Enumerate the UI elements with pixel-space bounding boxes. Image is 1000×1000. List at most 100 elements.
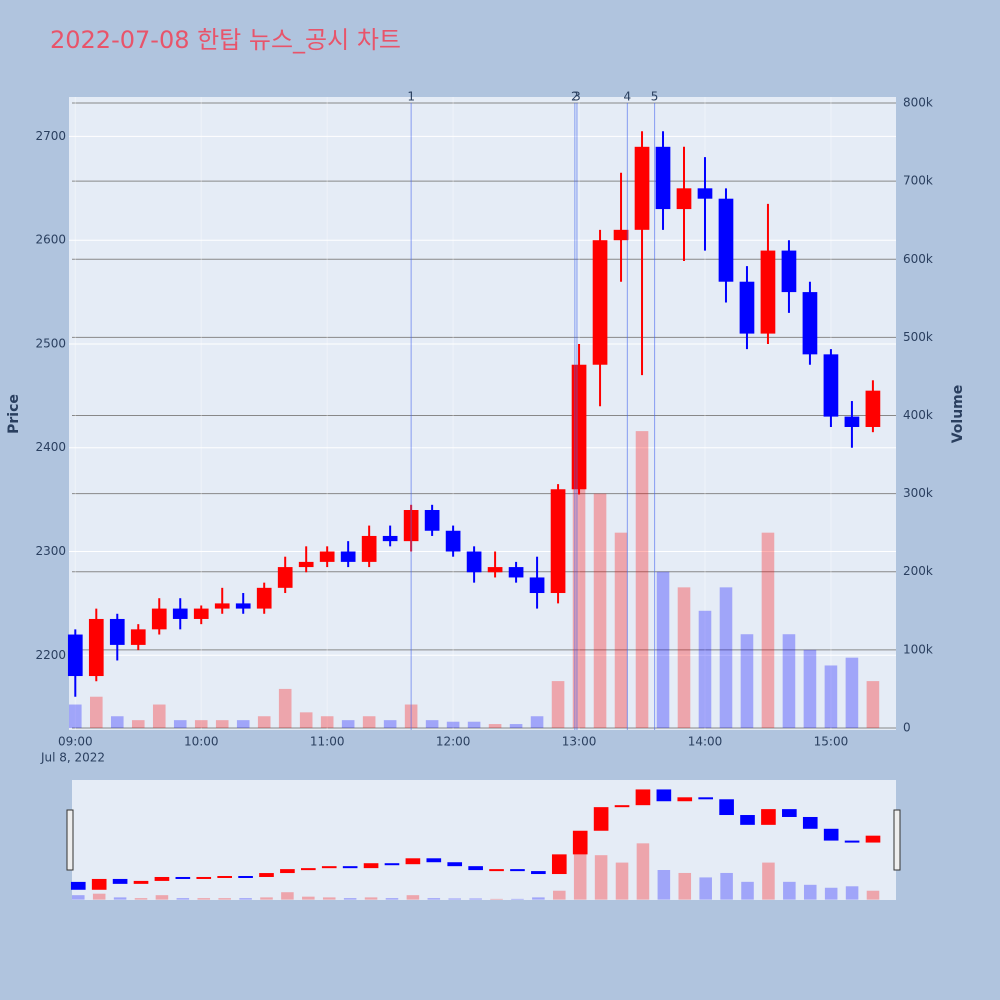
slider-candle bbox=[447, 862, 463, 867]
slider-handle[interactable] bbox=[893, 809, 901, 871]
candle-body bbox=[277, 567, 293, 588]
x-tick-label: 09:00 bbox=[58, 735, 93, 749]
slider-candle bbox=[70, 881, 86, 890]
slider-volume-bar bbox=[281, 892, 294, 900]
plot-area bbox=[69, 97, 896, 730]
volume-bar bbox=[278, 688, 292, 728]
volume-bar bbox=[467, 721, 481, 728]
candle-body bbox=[844, 416, 860, 427]
slider-volume-bar bbox=[532, 897, 545, 900]
slider-candle bbox=[656, 789, 672, 802]
slider-candle bbox=[761, 809, 776, 825]
candle-body bbox=[634, 146, 650, 230]
y2-tick-label: 700k bbox=[903, 174, 933, 188]
slider-volume-bar bbox=[155, 895, 169, 900]
candle-body bbox=[802, 292, 818, 355]
candle-body bbox=[109, 618, 125, 645]
slider-candle bbox=[823, 828, 839, 841]
slider-volume-bar bbox=[762, 862, 775, 900]
range-slider[interactable] bbox=[72, 780, 896, 900]
volume-bar bbox=[173, 720, 187, 728]
volume-bar bbox=[509, 724, 523, 728]
volume-bar bbox=[152, 704, 166, 728]
slider-candle bbox=[698, 797, 714, 800]
candle-body bbox=[571, 364, 587, 490]
candle-body bbox=[487, 567, 503, 573]
slider-candle bbox=[175, 876, 191, 879]
volume-bar bbox=[341, 720, 355, 728]
candle-body bbox=[865, 390, 881, 427]
y-tick-label: 2200 bbox=[35, 648, 66, 662]
slider-volume-bar bbox=[699, 877, 712, 900]
slider-candle bbox=[782, 809, 797, 817]
volume-bar bbox=[194, 720, 208, 728]
slider-volume-bar bbox=[406, 895, 420, 900]
volume-bar bbox=[614, 532, 628, 728]
volume-bar bbox=[257, 716, 271, 728]
candle-body bbox=[781, 250, 797, 293]
candle-body bbox=[193, 608, 209, 619]
volume-bar bbox=[215, 720, 229, 728]
slider-volume-bar bbox=[636, 843, 650, 900]
volume-bar bbox=[803, 649, 817, 728]
volume-bar bbox=[677, 587, 691, 728]
y-tick-label: 2400 bbox=[35, 440, 66, 454]
volume-bar bbox=[740, 634, 754, 728]
slider-candle bbox=[802, 816, 818, 829]
volume-bar bbox=[551, 681, 565, 728]
volume-bar bbox=[236, 720, 250, 728]
candle-body bbox=[697, 188, 713, 199]
candle-body bbox=[613, 229, 629, 241]
slider-candle bbox=[405, 858, 421, 865]
slider-candle bbox=[468, 866, 483, 871]
slider-candle bbox=[677, 797, 693, 802]
y2-tick-label: 0 bbox=[903, 720, 911, 734]
slider-candle bbox=[321, 866, 337, 869]
slider-candle bbox=[531, 871, 546, 875]
slider-volume-bar bbox=[553, 890, 566, 900]
slider-volume-bar bbox=[343, 898, 357, 900]
volume-bar bbox=[69, 704, 82, 728]
volume-bar bbox=[572, 415, 586, 728]
candle-body bbox=[424, 510, 440, 531]
candle-body bbox=[298, 561, 314, 568]
slider-volume-bar bbox=[511, 898, 524, 900]
volume-bar bbox=[89, 696, 103, 728]
slider-volume-bar bbox=[824, 887, 838, 900]
candle-body bbox=[508, 567, 524, 578]
slider-volume-bar bbox=[176, 898, 190, 900]
slider-candle bbox=[510, 869, 525, 872]
slider-volume-bar bbox=[218, 898, 231, 900]
slider-candle bbox=[301, 868, 316, 871]
slider-volume-bar bbox=[427, 898, 441, 900]
candle-body bbox=[319, 551, 335, 562]
candle-body bbox=[760, 250, 776, 334]
candle-body bbox=[676, 188, 692, 210]
slider-volume-bar bbox=[845, 886, 859, 900]
slider-handle[interactable] bbox=[66, 809, 74, 871]
x-tick-label: 12:00 bbox=[436, 735, 471, 749]
slider-candle bbox=[426, 858, 442, 863]
slider-volume-bar bbox=[678, 872, 692, 900]
slider-candle bbox=[217, 876, 232, 878]
slider-volume-bar bbox=[469, 898, 482, 900]
volume-bar bbox=[425, 720, 439, 728]
y-axis-title: Price bbox=[6, 394, 22, 434]
candle-body bbox=[718, 198, 734, 282]
y-tick-label: 2700 bbox=[35, 129, 66, 143]
slider-volume-bar bbox=[72, 895, 85, 900]
candle-body bbox=[445, 530, 461, 552]
volume-bar bbox=[320, 716, 334, 728]
slider-candle bbox=[363, 863, 379, 869]
slider-volume-bar bbox=[615, 862, 629, 900]
candle-body bbox=[655, 146, 671, 210]
candle-body bbox=[214, 603, 230, 609]
candle-body bbox=[235, 603, 251, 609]
y2-tick-label: 500k bbox=[903, 330, 933, 344]
slider-candle bbox=[238, 876, 253, 878]
volume-bar bbox=[488, 724, 502, 728]
slider-volume-bar bbox=[573, 840, 587, 900]
slider-candle bbox=[865, 835, 881, 843]
slider-volume-bar bbox=[720, 872, 733, 900]
candle-body bbox=[130, 629, 146, 645]
